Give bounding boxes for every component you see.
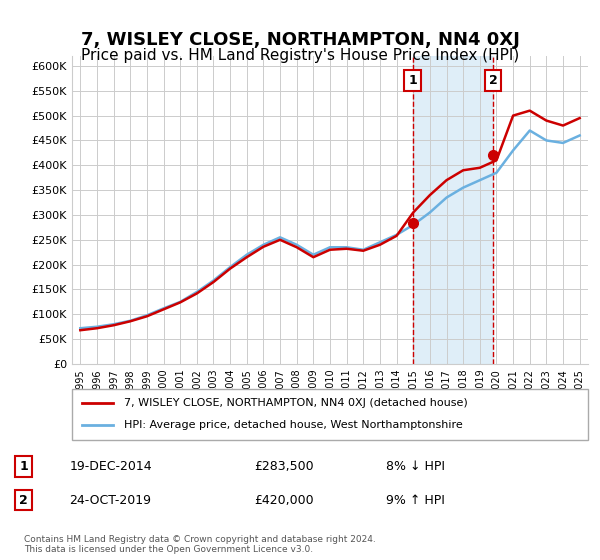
- FancyBboxPatch shape: [72, 389, 588, 440]
- Text: 1: 1: [19, 460, 28, 473]
- Bar: [413, 56, 493, 364]
- Text: 7, WISLEY CLOSE, NORTHAMPTON, NN4 0XJ (detached house): 7, WISLEY CLOSE, NORTHAMPTON, NN4 0XJ (d…: [124, 398, 467, 408]
- Text: 7, WISLEY CLOSE, NORTHAMPTON, NN4 0XJ: 7, WISLEY CLOSE, NORTHAMPTON, NN4 0XJ: [80, 31, 520, 49]
- Text: 24-OCT-2019: 24-OCT-2019: [70, 493, 152, 507]
- Text: 2: 2: [19, 493, 28, 507]
- Text: 1: 1: [408, 74, 417, 87]
- Text: HPI: Average price, detached house, West Northamptonshire: HPI: Average price, detached house, West…: [124, 421, 463, 431]
- Text: Contains HM Land Registry data © Crown copyright and database right 2024.
This d: Contains HM Land Registry data © Crown c…: [24, 535, 376, 554]
- Text: 8% ↓ HPI: 8% ↓ HPI: [386, 460, 445, 473]
- Text: £283,500: £283,500: [254, 460, 314, 473]
- Text: £420,000: £420,000: [254, 493, 314, 507]
- Text: 9% ↑ HPI: 9% ↑ HPI: [386, 493, 445, 507]
- Text: 2: 2: [489, 74, 497, 87]
- Text: Price paid vs. HM Land Registry's House Price Index (HPI): Price paid vs. HM Land Registry's House …: [81, 48, 519, 63]
- Text: 19-DEC-2014: 19-DEC-2014: [70, 460, 152, 473]
